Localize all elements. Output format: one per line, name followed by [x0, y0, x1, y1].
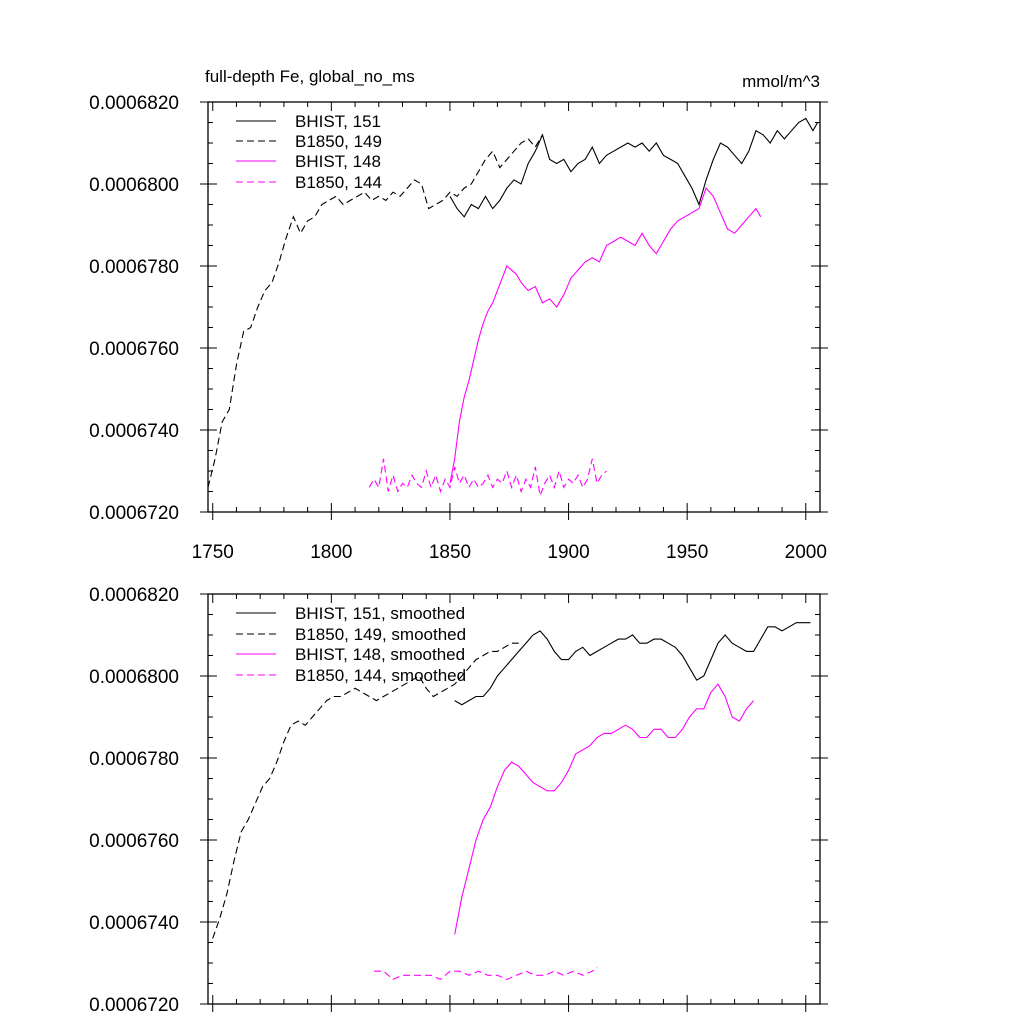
y-tick-label: 0.0006720	[89, 995, 179, 1016]
series-line	[212, 642, 519, 939]
x-tick-label: 1800	[310, 542, 352, 563]
chart-title: full-depth Fe, global_no_ms	[205, 67, 415, 86]
y-tick-label: 0.0006800	[89, 175, 179, 196]
legend-label: B1850, 144	[295, 173, 382, 192]
legend-label: BHIST, 151	[295, 112, 381, 131]
series-line	[454, 683, 755, 935]
x-tick-label: 1950	[666, 542, 708, 563]
y-tick-label: 0.0006760	[89, 339, 179, 360]
y-tick-label: 0.0006740	[89, 421, 179, 442]
y-tick-label: 0.0006820	[89, 93, 179, 114]
legend-label: BHIST, 148	[295, 152, 381, 171]
legend-label: B1850, 144, smoothed	[295, 666, 466, 685]
y-tick-label: 0.0006780	[89, 749, 179, 770]
y-tick-label: 0.0006800	[89, 667, 179, 688]
series-line	[449, 117, 819, 218]
bottom-chart-panel: 0.0006720 0.0006740 0.0006760 0.0006780 0.00…	[89, 585, 828, 1016]
series-line	[449, 187, 762, 484]
y-tick-label: 0.0006780	[89, 257, 179, 278]
legend-label: BHIST, 151, smoothed	[295, 604, 465, 623]
x-tick-label: 1750	[192, 542, 234, 563]
series-line	[374, 966, 598, 981]
series-line	[368, 458, 607, 498]
x-tick-label: 1900	[547, 542, 589, 563]
y-tick-label: 0.0006760	[89, 831, 179, 852]
top-chart-panel: 1750 1800 1850 1900 1950 2000 0.0006720 0.00067…	[89, 93, 828, 563]
series-line	[454, 622, 811, 706]
legend-label: BHIST, 148, smoothed	[295, 645, 465, 664]
y-tick-label: 0.0006720	[89, 503, 179, 524]
legend-label: B1850, 149	[295, 132, 382, 151]
series-line	[207, 134, 543, 488]
chart-units-label: mmol/m^3	[742, 72, 820, 91]
legend-label: B1850, 149, smoothed	[295, 625, 466, 644]
y-tick-label: 0.0006740	[89, 913, 179, 934]
x-tick-label: 2000	[785, 542, 827, 563]
x-tick-label: 1850	[429, 542, 471, 563]
y-tick-label: 0.0006820	[89, 585, 179, 606]
